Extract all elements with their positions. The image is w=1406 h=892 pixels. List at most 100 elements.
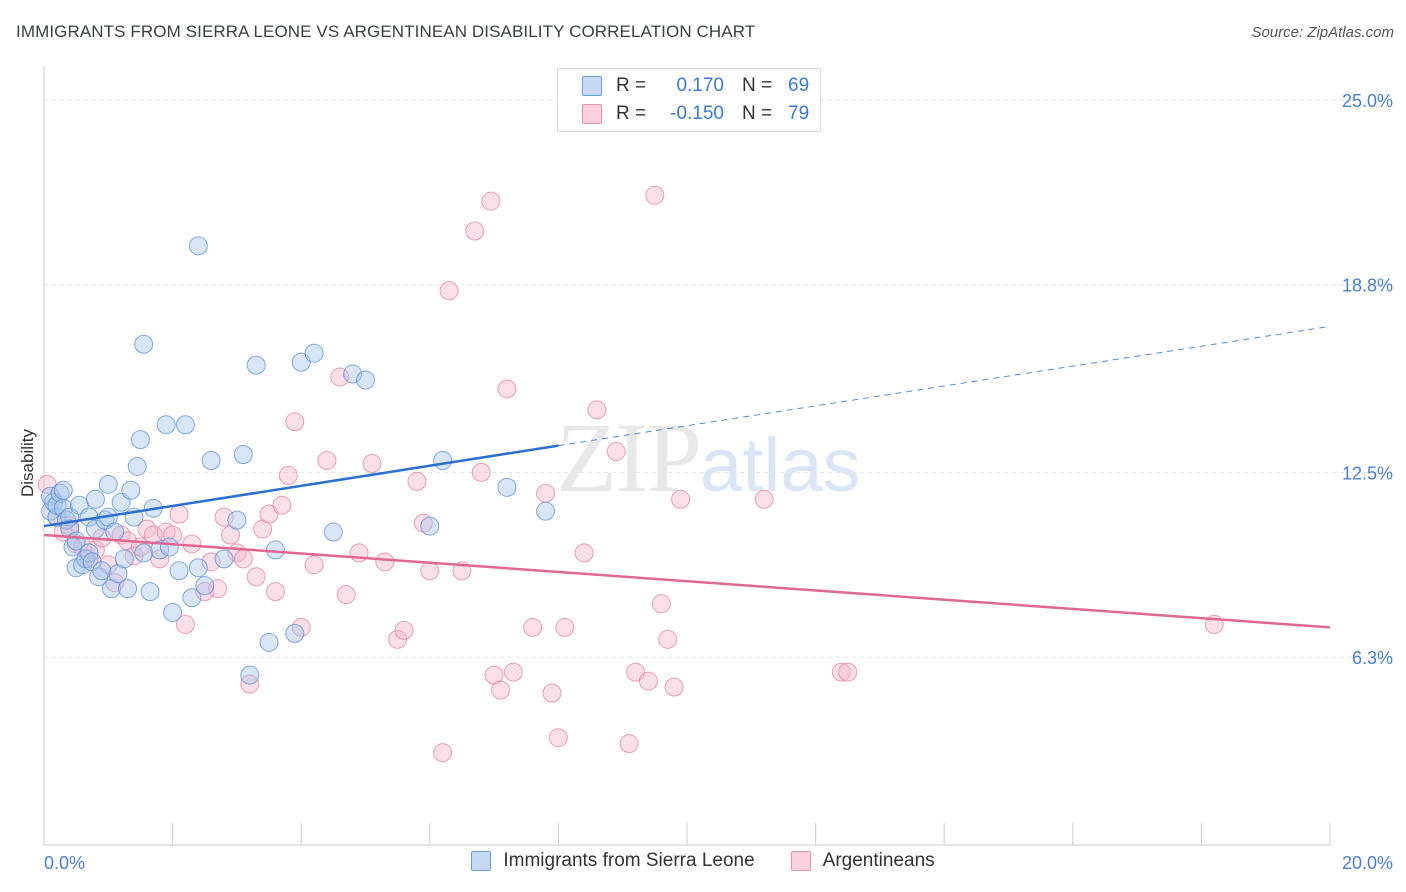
data-point-sierra-leone <box>163 603 183 623</box>
data-point-sierra-leone <box>246 355 266 375</box>
y-tick-label: 12.5% <box>1342 463 1393 483</box>
data-point-argentineans <box>664 677 684 697</box>
legend-n-label: N = <box>742 75 773 96</box>
data-point-sierra-leone <box>497 477 517 497</box>
data-point-argentineans <box>233 549 253 569</box>
watermark-zip: ZIP <box>556 402 702 513</box>
trend-line-sierra-leone-extension <box>558 325 1331 447</box>
data-point-argentineans <box>497 379 517 399</box>
trend-line-argentineans <box>43 533 1331 629</box>
y-tick-label: 25.0% <box>1342 91 1393 111</box>
data-point-sierra-leone <box>85 489 105 509</box>
data-point-argentineans <box>439 281 459 301</box>
gridlines <box>44 99 1395 658</box>
data-point-argentineans <box>555 617 575 637</box>
data-point-sierra-leone <box>265 540 285 560</box>
data-point-sierra-leone <box>356 370 375 390</box>
data-point-argentineans <box>362 453 382 473</box>
y-axis-label: Disability <box>18 428 37 497</box>
data-point-sierra-leone <box>188 236 208 256</box>
data-point-argentineans <box>169 504 189 524</box>
data-point-argentineans <box>465 221 485 241</box>
data-point-sierra-leone <box>259 632 279 652</box>
data-point-argentineans <box>587 400 607 420</box>
correlation-legend: R = 0.170 N = 69 R = -0.150 N = 79 <box>557 68 821 132</box>
watermark-atlas: atlas <box>700 423 861 508</box>
legend-swatch-blue <box>471 851 492 871</box>
legend-row-pink: R = -0.150 N = 79 <box>582 101 809 127</box>
data-point-sierra-leone <box>323 522 343 542</box>
data-point-argentineans <box>375 552 395 572</box>
trend-line-sierra-leone <box>43 444 559 528</box>
data-point-sierra-leone <box>169 561 189 581</box>
legend-row-blue: R = 0.170 N = 69 <box>582 73 809 99</box>
legend-label: Immigrants from Sierra Leone <box>503 850 755 871</box>
data-point-argentineans <box>606 442 626 462</box>
data-point-sierra-leone <box>304 343 324 363</box>
x-tick-label: 20.0% <box>1342 853 1393 873</box>
data-point-sierra-leone <box>53 480 73 500</box>
data-point-argentineans <box>195 582 215 602</box>
data-point-argentineans <box>838 662 858 682</box>
tick-labels: 6.3% 12.5% 18.8% 25.0% 0.0% 20.0% <box>44 91 1393 873</box>
legend-swatch-pink <box>790 851 811 871</box>
x-tick-label: 0.0% <box>44 853 85 873</box>
data-point-sierra-leone <box>227 510 247 530</box>
data-point-argentineans <box>246 567 266 587</box>
series-argentineans <box>37 185 1224 763</box>
data-point-argentineans <box>491 680 511 700</box>
data-point-argentineans <box>433 743 453 763</box>
data-point-sierra-leone <box>92 561 112 581</box>
data-point-argentineans <box>407 471 427 491</box>
data-point-argentineans <box>330 367 350 387</box>
data-point-argentineans <box>201 552 221 572</box>
legend-r-label: R = <box>616 103 647 124</box>
data-point-sierra-leone <box>50 483 70 503</box>
y-tick-label: 18.8% <box>1342 276 1393 296</box>
data-point-argentineans <box>548 728 568 748</box>
trend-lines <box>43 325 1331 629</box>
legend-r-label: R = <box>616 75 647 96</box>
data-point-sierra-leone <box>240 665 260 685</box>
data-point-argentineans <box>658 629 678 649</box>
legend-n-label: N = <box>742 103 773 124</box>
data-point-sierra-leone <box>98 474 118 494</box>
legend-swatch-blue <box>582 76 602 96</box>
data-point-sierra-leone <box>201 451 221 470</box>
data-point-sierra-leone <box>121 480 141 500</box>
data-point-sierra-leone <box>156 415 176 435</box>
data-point-sierra-leone <box>114 549 134 569</box>
data-point-argentineans <box>317 451 337 470</box>
data-point-sierra-leone <box>195 576 215 596</box>
data-point-argentineans <box>336 585 356 605</box>
data-point-sierra-leone <box>175 415 195 435</box>
data-point-argentineans <box>651 594 671 614</box>
data-point-sierra-leone <box>285 623 305 643</box>
legend-swatch-pink <box>582 104 602 124</box>
data-point-argentineans <box>481 191 501 211</box>
legend-r-value: 0.170 <box>676 75 724 96</box>
data-point-sierra-leone <box>343 364 363 384</box>
data-point-argentineans <box>285 412 305 432</box>
data-point-sierra-leone <box>433 451 453 470</box>
data-point-argentineans <box>574 543 594 563</box>
chart-title: IMMIGRANTS FROM SIERRA LEONE VS ARGENTIN… <box>16 22 756 41</box>
data-point-argentineans <box>394 620 414 640</box>
data-point-sierra-leone <box>130 430 150 450</box>
data-point-sierra-leone <box>182 588 202 608</box>
data-point-sierra-leone <box>127 456 147 476</box>
data-point-argentineans <box>208 579 228 599</box>
data-point-argentineans <box>503 662 523 682</box>
data-point-argentineans <box>536 483 556 503</box>
data-point-sierra-leone <box>188 558 208 578</box>
watermark: ZIPatlas <box>556 400 861 515</box>
data-point-argentineans <box>619 734 639 754</box>
data-point-sierra-leone <box>420 516 440 536</box>
legend-r-value: -0.150 <box>670 103 724 124</box>
data-point-argentineans <box>671 489 691 509</box>
data-point-sierra-leone <box>536 501 556 521</box>
data-point-argentineans <box>420 561 440 581</box>
data-point-argentineans <box>831 662 851 682</box>
y-tick-label: 6.3% <box>1352 648 1393 668</box>
data-point-argentineans <box>175 614 195 634</box>
